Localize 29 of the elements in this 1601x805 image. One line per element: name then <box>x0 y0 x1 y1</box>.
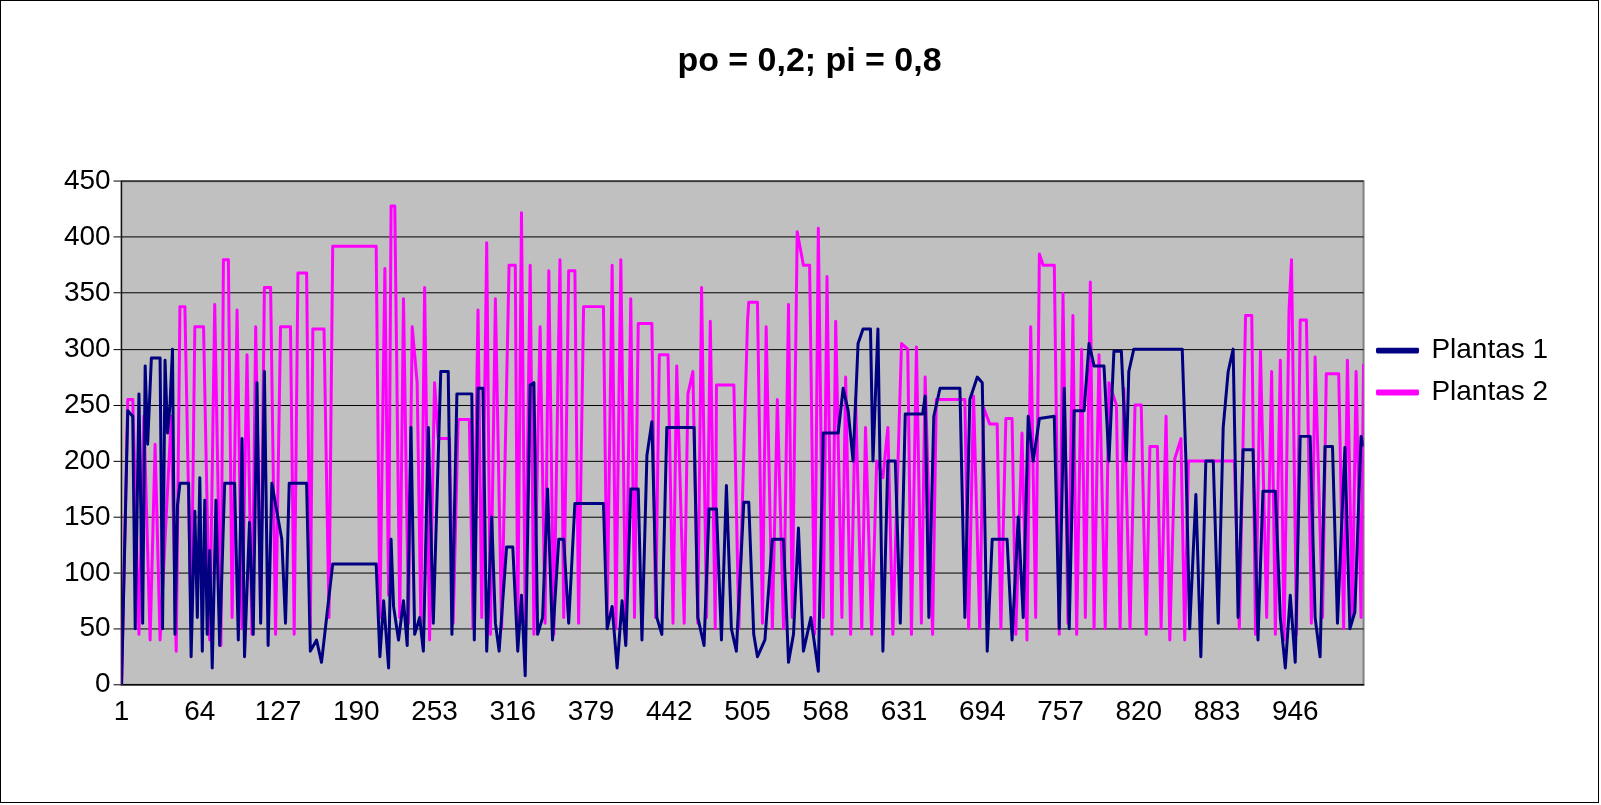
x-tick-label: 946 <box>1271 695 1319 727</box>
y-tick-label: 250 <box>63 387 111 419</box>
y-tick-label: 0 <box>95 667 111 699</box>
x-tick-label: 694 <box>958 695 1006 727</box>
x-tick-label: 883 <box>1193 695 1241 727</box>
legend-label: Plantas 2 <box>1431 375 1549 407</box>
legend-label: Plantas 1 <box>1431 333 1549 365</box>
y-tick-label: 50 <box>79 611 111 643</box>
x-tick-label: 1 <box>113 695 130 727</box>
x-tick-label: 316 <box>489 695 537 727</box>
x-tick-label: 127 <box>254 695 302 727</box>
x-tick-label: 757 <box>1037 695 1084 727</box>
y-tick-label: 200 <box>63 443 111 475</box>
y-tick-label: 150 <box>63 499 111 531</box>
x-tick-label: 190 <box>332 695 380 727</box>
y-tick-label: 300 <box>63 331 111 363</box>
chart-title: po = 0,2; pi = 0,8 <box>677 39 942 78</box>
y-tick-label: 100 <box>63 555 111 587</box>
x-tick-label: 568 <box>802 695 850 727</box>
x-tick-label: 64 <box>184 695 216 727</box>
y-tick-label: 450 <box>63 164 111 196</box>
x-tick-label: 253 <box>411 695 458 727</box>
x-tick-label: 820 <box>1115 695 1163 727</box>
x-tick-label: 631 <box>880 695 928 727</box>
y-tick-label: 400 <box>63 219 111 251</box>
x-tick-label: 505 <box>724 695 771 727</box>
x-tick-label: 379 <box>567 695 615 727</box>
x-tick-label: 442 <box>645 695 693 727</box>
y-tick-label: 350 <box>63 275 111 307</box>
